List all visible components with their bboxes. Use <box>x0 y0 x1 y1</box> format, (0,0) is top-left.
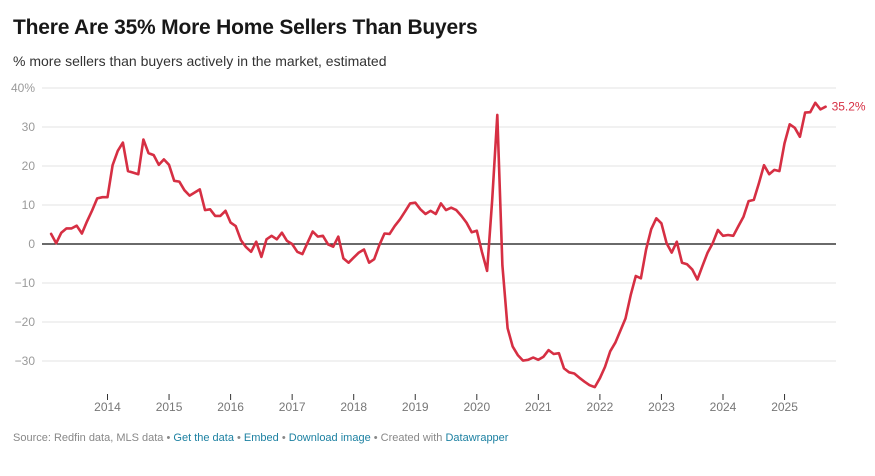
x-tick-label: 2025 <box>771 400 798 414</box>
x-tick-label: 2017 <box>279 400 306 414</box>
y-tick-label: 0 <box>28 237 35 251</box>
get-the-data-link[interactable]: Get the data <box>173 432 234 444</box>
y-tick-label: −10 <box>15 276 36 290</box>
footer: Source: Redfin data, MLS data • Get the … <box>13 432 508 444</box>
x-tick-label: 2021 <box>525 400 552 414</box>
created-with-text: Created with <box>380 432 443 444</box>
x-tick-label: 2015 <box>156 400 183 414</box>
x-tick-label: 2024 <box>710 400 737 414</box>
separator: • <box>163 432 174 444</box>
source-text: Source: Redfin data, MLS data <box>13 432 164 444</box>
y-tick-label: −30 <box>15 354 36 368</box>
line-chart: 40% 30 20 10 0 −10 −20 −30 2014 2015 2016 2017 2018… <box>11 81 866 414</box>
download-image-link[interactable]: Download image <box>288 432 371 444</box>
x-tick-label: 2022 <box>587 400 614 414</box>
chart-title: There Are 35% More Home Sellers Than Buy… <box>13 16 478 39</box>
y-axis: 40% 30 20 10 0 −10 −20 −30 <box>11 81 35 368</box>
series-group <box>49 101 827 389</box>
x-tick-label: 2016 <box>217 400 244 414</box>
gridlines <box>42 87 836 362</box>
x-tick-label: 2020 <box>463 400 490 414</box>
embed-link[interactable]: Embed <box>243 432 279 444</box>
y-tick-label: 40% <box>11 81 35 95</box>
series-line <box>49 101 827 389</box>
chart-subtitle: % more sellers than buyers actively in t… <box>13 53 387 69</box>
y-tick-label: 20 <box>22 159 36 173</box>
y-tick-label: 30 <box>22 120 36 134</box>
x-axis: 2014 2015 2016 2017 2018 2019 2020 2021 2022 2023… <box>94 394 798 414</box>
x-tick-label: 2014 <box>94 400 121 414</box>
separator: • <box>370 432 381 444</box>
x-tick-label: 2023 <box>648 400 675 414</box>
separator: • <box>278 432 289 444</box>
y-tick-label: −20 <box>15 315 36 329</box>
separator: • <box>233 432 244 444</box>
y-tick-label: 10 <box>22 198 36 212</box>
datawrapper-link[interactable]: Datawrapper <box>445 432 509 444</box>
end-value-label: 35.2% <box>832 100 866 114</box>
x-tick-label: 2018 <box>340 400 367 414</box>
x-tick-label: 2019 <box>402 400 429 414</box>
